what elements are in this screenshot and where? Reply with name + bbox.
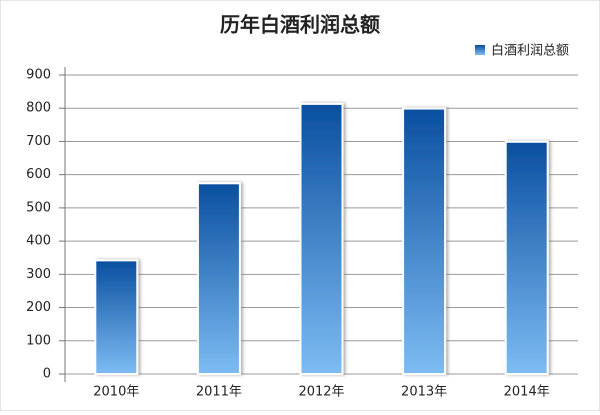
y-tick-label: 300 xyxy=(26,267,51,282)
y-tick-label: 100 xyxy=(26,333,51,348)
chart-title: 历年白酒利润总额 xyxy=(220,13,380,37)
y-tick-label: 900 xyxy=(26,68,51,83)
y-tick-label: 200 xyxy=(26,300,51,315)
x-tick-label: 2011年 xyxy=(196,385,242,400)
bar xyxy=(196,182,241,375)
legend-swatch xyxy=(475,45,485,55)
y-tick-label: 800 xyxy=(26,101,51,116)
y-tick-label: 700 xyxy=(26,134,51,149)
x-tick-label: 2012年 xyxy=(298,385,344,400)
x-tick-label: 2013年 xyxy=(401,385,447,400)
y-tick-label: 600 xyxy=(26,167,51,182)
bar xyxy=(402,107,447,375)
y-tick-label: 0 xyxy=(43,367,51,382)
x-tick-label: 2014年 xyxy=(504,385,550,400)
x-tick-label: 2010年 xyxy=(93,385,139,400)
bar xyxy=(94,259,139,376)
y-tick-label: 400 xyxy=(26,234,51,249)
legend-label: 白酒利润总额 xyxy=(491,43,569,59)
bar xyxy=(504,140,549,375)
bar xyxy=(299,102,344,376)
y-tick-label: 500 xyxy=(26,200,51,215)
